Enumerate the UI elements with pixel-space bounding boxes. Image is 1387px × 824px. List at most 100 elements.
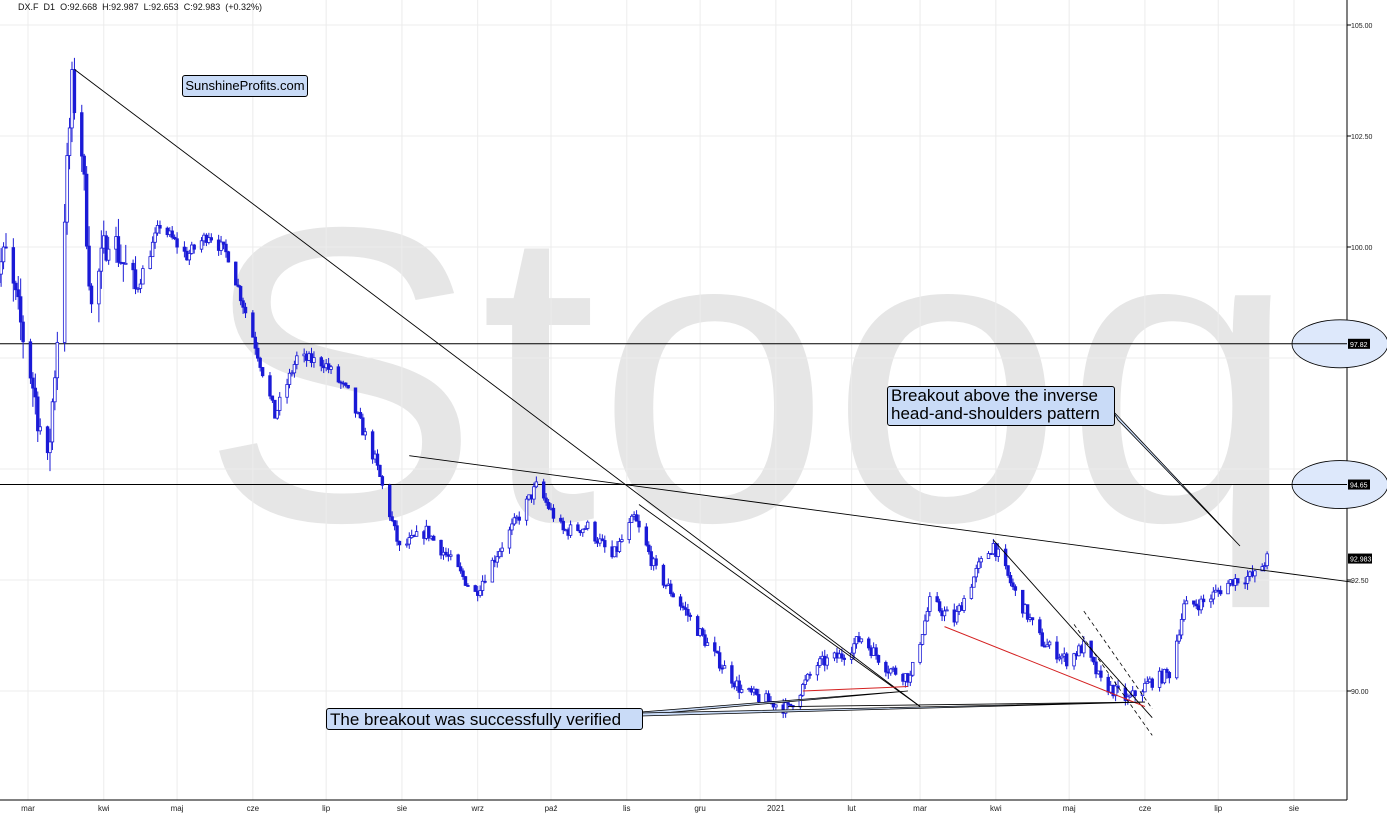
trendline <box>638 504 921 707</box>
candle-body <box>568 524 573 536</box>
candle-body <box>84 173 89 247</box>
candle-body <box>390 516 394 521</box>
candle-body <box>273 399 277 419</box>
candle-body <box>517 516 521 521</box>
candle-body <box>510 523 514 531</box>
candle-body <box>678 596 683 607</box>
x-tick-label: gru <box>694 804 706 813</box>
trendline <box>74 69 921 707</box>
symbol-header: DX.F D1 O:92.668 H:92.987 L:92.653 C:92.… <box>18 2 262 12</box>
callout-inverse-hs-line2: head-and-shoulders pattern <box>891 404 1100 423</box>
candle-body <box>136 288 140 290</box>
candle-body <box>175 238 179 248</box>
candle-body <box>1143 682 1147 693</box>
candle-body <box>353 387 358 414</box>
candle-body <box>256 347 260 359</box>
x-tick-label: lis <box>623 804 631 813</box>
dashed-channel-line <box>1073 624 1153 736</box>
candle-body <box>292 364 297 374</box>
candle-body <box>141 268 145 285</box>
candle-body <box>480 580 485 591</box>
level-price-tag <box>1348 479 1370 490</box>
candle-body <box>124 262 128 265</box>
candle-body <box>209 237 214 241</box>
candle-body <box>405 543 409 546</box>
candle-body <box>439 539 443 556</box>
candle-body <box>397 540 402 546</box>
candle-body <box>478 590 482 596</box>
candle-body <box>1011 582 1015 588</box>
candle-body <box>534 481 539 488</box>
candle-body <box>1003 548 1008 567</box>
candle-body <box>358 412 363 419</box>
candle-body <box>766 693 771 702</box>
candle-body <box>153 232 157 243</box>
candle-body <box>199 240 204 250</box>
x-tick-label: kwi <box>98 804 110 813</box>
candle-body <box>920 634 925 645</box>
candle-body <box>182 246 187 252</box>
candle-body <box>600 538 605 541</box>
candle-body <box>617 541 622 552</box>
candle-body <box>148 256 152 269</box>
candle-body <box>937 601 942 612</box>
candle-body <box>1184 600 1189 605</box>
candle-body <box>739 689 744 693</box>
x-tick-label: maj <box>171 804 184 813</box>
candle-body <box>1211 591 1216 600</box>
candle-body <box>585 521 590 529</box>
x-tick-label: lip <box>322 804 331 813</box>
candle-body <box>172 236 177 240</box>
candle-body <box>1194 603 1198 607</box>
last-price-tag <box>1348 553 1372 564</box>
candle-body <box>48 441 52 454</box>
candle-body <box>1245 576 1250 584</box>
candle-body <box>603 540 607 548</box>
candle-body <box>11 247 16 284</box>
candle-body <box>236 284 240 287</box>
candle-body <box>361 417 365 436</box>
x-tick-label: 2021 <box>767 804 785 813</box>
candle-body <box>99 247 104 272</box>
candle-body <box>717 652 722 669</box>
candle-body <box>1006 565 1010 576</box>
change-value: (+0.32%) <box>225 2 263 12</box>
candle-body <box>458 566 463 572</box>
candle-body <box>45 426 50 454</box>
candle-body <box>138 283 143 289</box>
candle-body <box>512 517 517 525</box>
candle-body <box>1145 681 1150 684</box>
candle-body <box>1177 634 1181 642</box>
candle-body <box>490 559 495 583</box>
candle-body <box>285 384 289 398</box>
candle-body <box>466 585 470 587</box>
candle-body <box>874 647 878 656</box>
candle-body <box>661 564 666 586</box>
candle-body <box>444 551 448 556</box>
open-value: O:92.668 <box>60 2 98 12</box>
candle-body <box>700 628 705 636</box>
candle-body <box>754 688 759 695</box>
brand-label: SunshineProfits.com <box>182 75 308 97</box>
candle-body <box>414 531 419 537</box>
candle-body <box>62 221 67 343</box>
candle-body <box>1179 619 1184 636</box>
candle-body <box>268 375 272 397</box>
candle-body <box>432 535 436 541</box>
candle-body <box>158 225 162 229</box>
candle-body <box>463 576 468 586</box>
candle-body <box>1030 617 1035 621</box>
candle-body <box>1008 575 1013 584</box>
candle-body <box>918 643 922 663</box>
candle-body <box>815 665 820 676</box>
candle-body <box>1165 668 1169 673</box>
candle-body <box>671 593 675 598</box>
candle-body <box>1040 632 1044 647</box>
candle-body <box>801 684 805 696</box>
candle-body <box>72 69 77 114</box>
y-tick-label: 100.00 <box>1351 245 1373 252</box>
candle-body <box>1174 640 1179 679</box>
red-support-line <box>944 626 1146 708</box>
candle-body <box>541 481 546 499</box>
